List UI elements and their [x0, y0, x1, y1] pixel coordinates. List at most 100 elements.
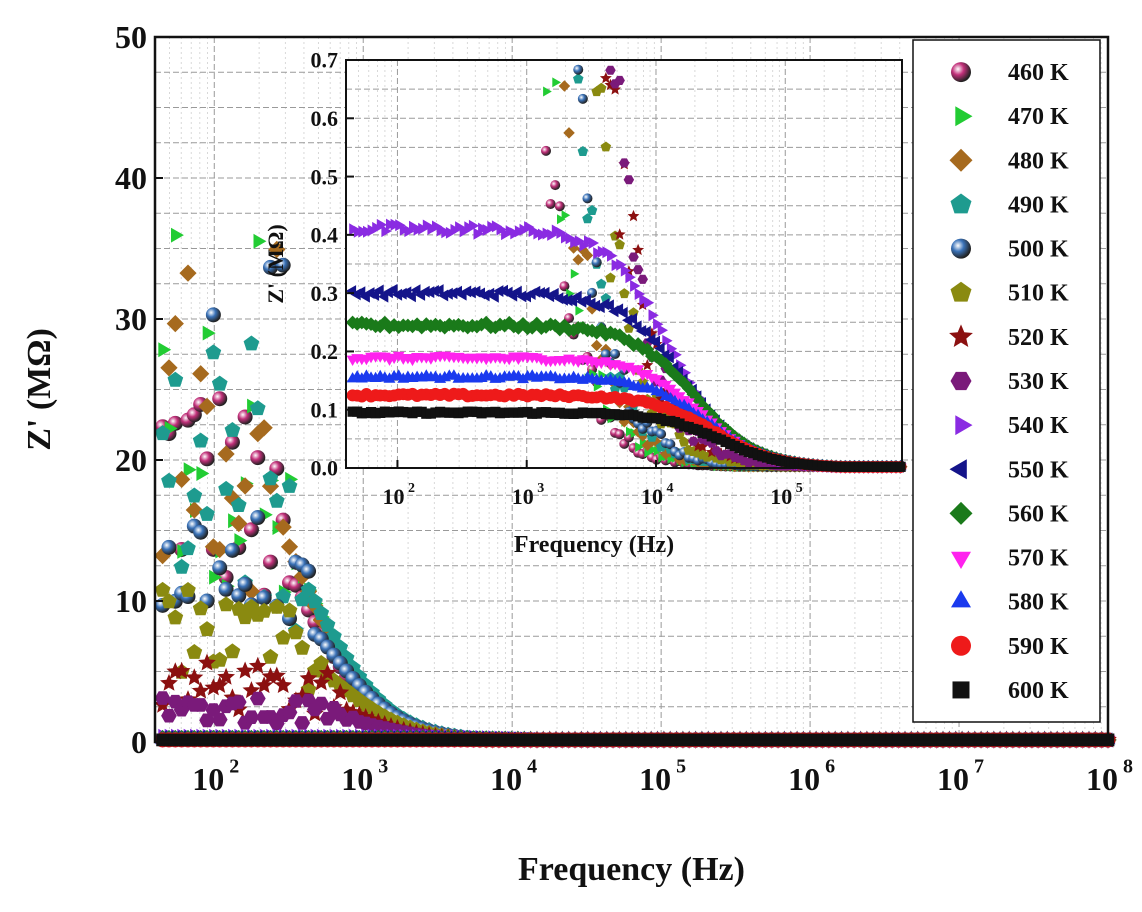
x-tick-label: 10: [341, 761, 373, 797]
data-point: [199, 713, 215, 728]
legend-label: 570 K: [1008, 546, 1069, 572]
y-tick-label: 0.6: [311, 106, 339, 131]
y-tick-label: 0.3: [311, 281, 339, 306]
inset-data-point: [550, 180, 561, 191]
data-point: [171, 227, 184, 243]
inset-data-point: [376, 218, 388, 231]
inset-data-point: [657, 324, 668, 337]
data-point: [224, 434, 240, 450]
data-point: [217, 667, 235, 685]
x-tick-label: 10: [1086, 761, 1118, 797]
data-point: [183, 462, 197, 478]
data-point: [262, 648, 279, 664]
inset-data-point: [577, 93, 588, 104]
data-point: [275, 257, 291, 273]
inset-data-point: [605, 272, 616, 283]
inset-data-point: [600, 141, 612, 152]
data-point: [186, 644, 203, 659]
inset-data-point: [419, 285, 430, 298]
x-tick-exponent: 5: [796, 481, 803, 496]
data-point: [204, 678, 223, 696]
x-tick-exponent: 3: [537, 481, 544, 496]
x-tick-exponent: 2: [408, 481, 415, 496]
x-tick-exponent: 4: [666, 481, 673, 496]
inset-data-point: [631, 337, 645, 351]
legend-marker: [949, 459, 967, 480]
inset-data-point: [676, 359, 687, 372]
inset-data-point: [600, 349, 611, 360]
data-point: [319, 711, 336, 726]
data-point: [281, 602, 298, 618]
data-point: [331, 683, 350, 701]
inset-data-point: [609, 83, 621, 95]
x-tick-label: 10: [937, 761, 969, 797]
data-point: [288, 694, 304, 708]
inset-data-point: [424, 286, 435, 299]
legend-label: 590 K: [1008, 634, 1069, 660]
inset-data-point: [678, 436, 690, 447]
data-point: [173, 558, 190, 574]
inset-data-point: [614, 239, 625, 250]
legend-label: 540 K: [1008, 413, 1069, 439]
inset-data-point: [493, 285, 504, 297]
inset-data-point: [658, 452, 667, 463]
inset-data-point: [387, 283, 398, 296]
inset-data-point: [630, 279, 641, 292]
x-tick-label: 10: [770, 484, 792, 509]
inset-data-point: [637, 274, 648, 284]
data-point: [160, 359, 178, 377]
inset-data-point: [634, 288, 645, 300]
inset-data-point: [588, 237, 599, 249]
data-point: [180, 582, 196, 597]
data-point: [161, 539, 177, 555]
y-tick-label: 0.0: [311, 456, 339, 481]
inset-data-point: [576, 373, 589, 384]
data-point: [209, 569, 222, 585]
data-point: [300, 581, 317, 597]
inset-data-point: [571, 290, 582, 303]
inset-data-point: [632, 243, 645, 256]
data-point: [180, 540, 196, 556]
data-point: [161, 708, 177, 723]
data-point: [248, 656, 267, 674]
data-point: [211, 540, 229, 559]
legend-marker: [950, 281, 972, 302]
main-x-axis-title: Frequency (Hz): [518, 851, 745, 888]
y-tick-label: 0.7: [311, 48, 339, 73]
data-point: [223, 489, 241, 507]
inset-data-point: [603, 299, 614, 312]
data-point: [211, 651, 228, 667]
main-plot-points: [153, 227, 1117, 749]
y-tick-label: 50: [115, 19, 147, 55]
inset-data-point: [545, 198, 556, 209]
legend-label: 530 K: [1008, 369, 1069, 395]
inset-plot-points: [345, 64, 908, 474]
inset-data-point: [614, 75, 625, 85]
data-point: [262, 554, 278, 570]
data-point: [199, 505, 215, 521]
data-point: [249, 425, 267, 443]
data-point: [193, 524, 209, 540]
inset-data-point: [662, 334, 673, 347]
legend-marker: [951, 590, 971, 608]
data-point: [234, 533, 248, 549]
inset-data-point: [635, 442, 644, 452]
inset-data-point: [632, 365, 645, 376]
inset-data-point: [654, 342, 665, 355]
legend-marker: [949, 501, 973, 525]
inset-data-point: [620, 264, 632, 277]
x-tick-label: 10: [788, 761, 820, 797]
y-tick-label: 0.1: [311, 397, 339, 422]
data-point: [161, 593, 177, 609]
data-point: [288, 624, 304, 640]
data-point: [250, 450, 266, 466]
legend-label: 510 K: [1008, 281, 1069, 307]
inset-data-point: [619, 288, 630, 299]
inset-data-point: [626, 426, 635, 437]
inset-data-point: [373, 284, 384, 297]
legend-marker: [951, 635, 971, 656]
inset-data-point: [433, 284, 444, 297]
inset-data-point: [666, 342, 678, 355]
